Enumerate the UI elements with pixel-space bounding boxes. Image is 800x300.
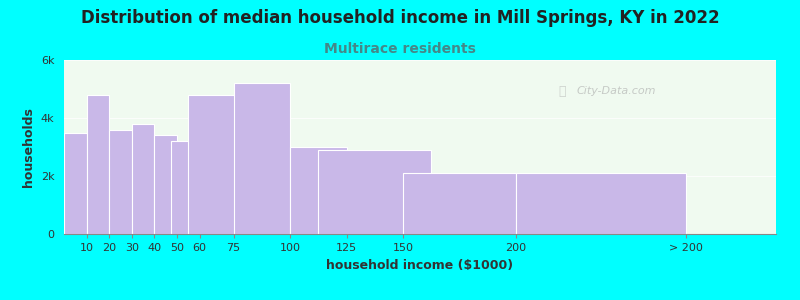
Bar (132, 124, 154, 234)
Y-axis label: households: households (22, 107, 35, 187)
Bar (516, 173, 686, 234)
Bar (86, 95, 110, 234)
Bar (234, 83, 290, 234)
Bar (64, 133, 86, 234)
Text: Multirace residents: Multirace residents (324, 42, 476, 56)
Bar (290, 147, 346, 234)
Bar (171, 141, 206, 234)
Text: Distribution of median household income in Mill Springs, KY in 2022: Distribution of median household income … (81, 9, 719, 27)
X-axis label: household income ($1000): household income ($1000) (326, 259, 514, 272)
Bar (188, 95, 245, 234)
Bar (110, 130, 132, 234)
Bar (318, 150, 431, 234)
Bar (154, 135, 177, 234)
Bar (403, 173, 516, 234)
Text: City-Data.com: City-Data.com (577, 86, 656, 96)
Text: ⓘ: ⓘ (559, 85, 566, 98)
